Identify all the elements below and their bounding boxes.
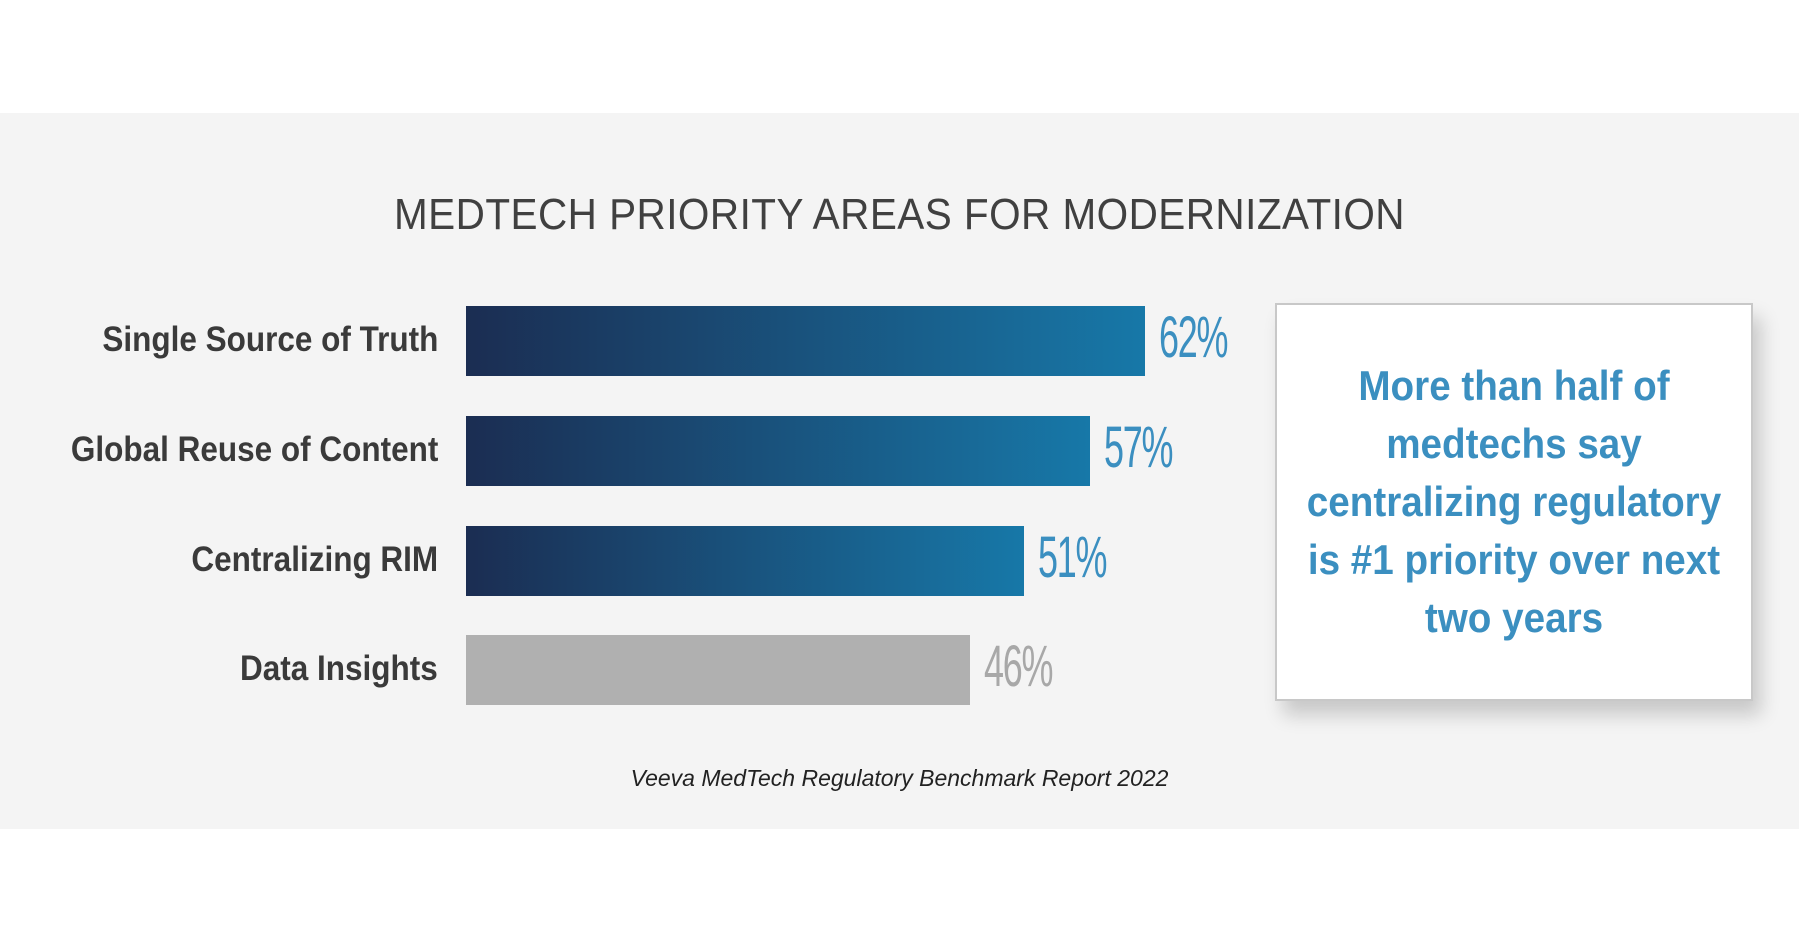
value-label: 57% xyxy=(1104,415,1173,480)
value-label: 46% xyxy=(983,634,1053,699)
category-label: Global Reuse of Content xyxy=(70,430,438,469)
source-note: Veeva MedTech Regulatory Benchmark Repor… xyxy=(630,765,1169,791)
bar xyxy=(466,416,1091,486)
category-label: Centralizing RIM xyxy=(191,540,438,579)
chart-title: MEDTECH PRIORITY AREAS FOR MODERNIZATION xyxy=(394,190,1405,239)
bar xyxy=(466,526,1025,596)
category-label: Data Insights xyxy=(240,649,438,688)
callout-text: More than half of medtechs say centraliz… xyxy=(1306,362,1722,641)
value-label: 51% xyxy=(1038,525,1107,590)
callout-box: More than half of medtechs say centraliz… xyxy=(1275,303,1753,701)
bar xyxy=(466,306,1145,376)
bar xyxy=(466,635,970,705)
category-label: Single Source of Truth xyxy=(101,320,438,359)
value-label: 62% xyxy=(1158,305,1228,370)
